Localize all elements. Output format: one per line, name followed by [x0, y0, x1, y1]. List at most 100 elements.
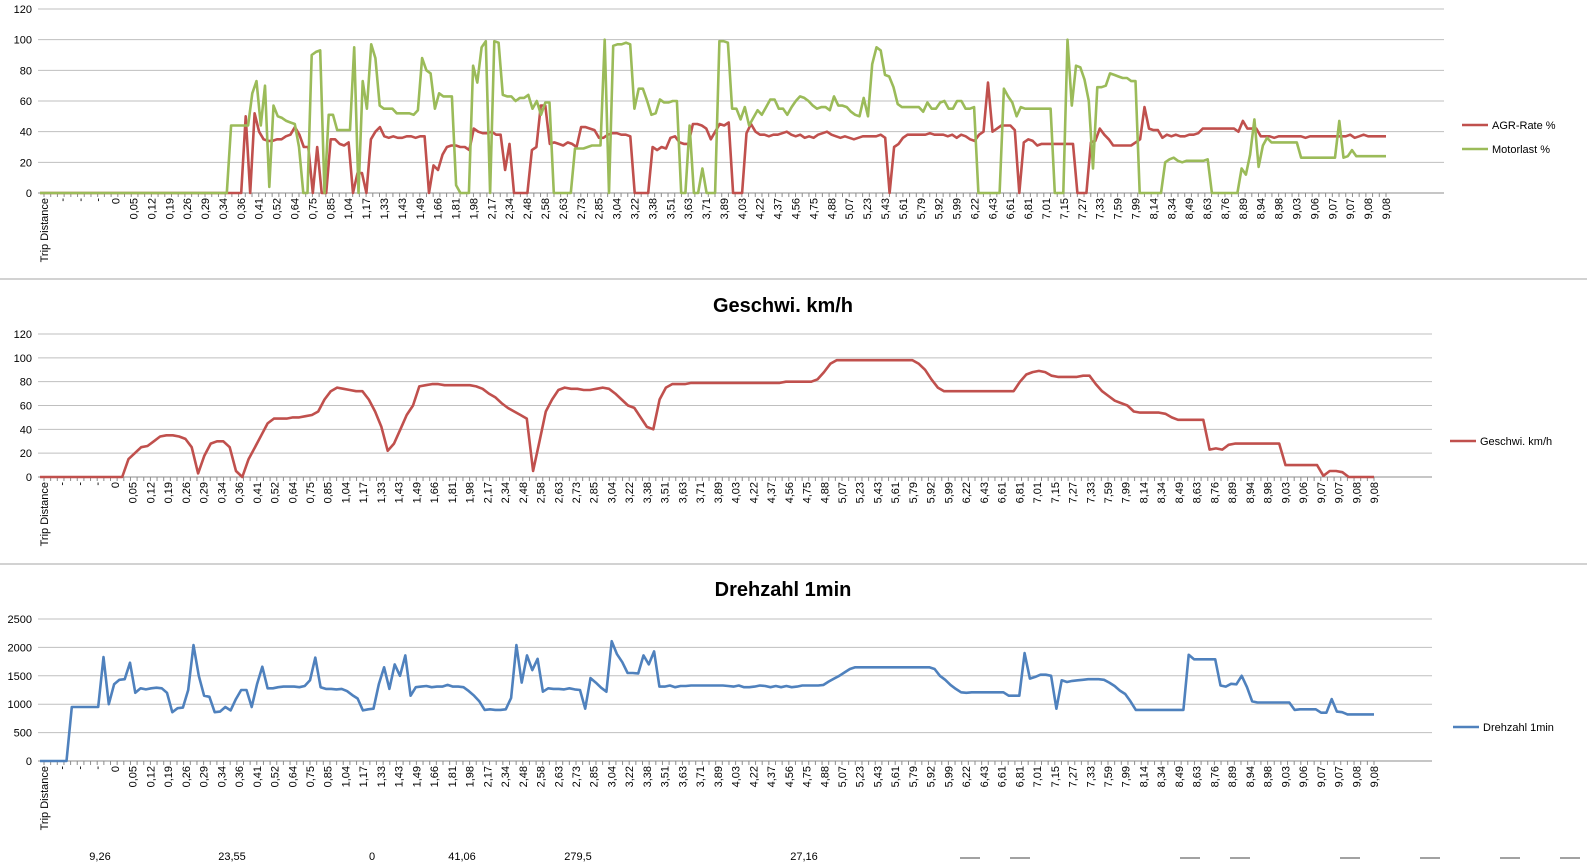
series-line-1	[40, 358, 1374, 479]
x-tick-label: 5,07	[837, 482, 849, 503]
x-tick-label: 8,98	[1263, 766, 1275, 787]
x-tick-label: 0,85	[323, 482, 335, 503]
x-tick-label: 0,05	[128, 482, 140, 503]
x-tick-label: 8,89	[1238, 198, 1250, 219]
x-tick-label: 6,81	[1014, 766, 1026, 787]
x-tick-label: 9,08	[1351, 766, 1363, 787]
x-tick-label: 2,48	[518, 766, 530, 787]
x-tick-label: 0,41	[252, 482, 264, 503]
x-tick-label: -	[75, 198, 87, 202]
x-tick-label: 2,34	[500, 482, 512, 503]
x-tick-label: 1,98	[465, 482, 477, 503]
x-axis-title-label: Trip Distance	[39, 482, 51, 546]
x-tick-label: 9,03	[1280, 482, 1292, 503]
x-tick-label: 0,29	[199, 766, 211, 787]
x-tick-label: 9,03	[1280, 766, 1292, 787]
x-tick-label: 1,49	[415, 198, 427, 219]
x-tick-label: 1,33	[379, 198, 391, 219]
x-tick-label: 4,22	[748, 482, 760, 503]
x-tick-label: -	[92, 766, 104, 770]
x-tick-label: 5,23	[855, 766, 867, 787]
x-tick-label: 8,14	[1148, 198, 1160, 219]
x-tick-label: 7,15	[1050, 766, 1062, 787]
x-tick-label: 6,81	[1023, 198, 1035, 219]
x-tick-label: 9,08	[1369, 482, 1381, 503]
x-tick-label: 0,85	[323, 766, 335, 787]
x-tick-label: 3,51	[660, 482, 672, 503]
series-line-1	[40, 639, 1374, 763]
x-tick-label: 9,08	[1369, 766, 1381, 787]
x-tick-label: 0,19	[164, 198, 176, 219]
x-tick-label: 9,07	[1334, 482, 1346, 503]
x-tick-label: 1,43	[394, 482, 406, 503]
x-tick-label: 0,29	[199, 482, 211, 503]
x-tick-label: 4,22	[748, 766, 760, 787]
x-tick-label: 5,61	[890, 482, 902, 503]
x-tick-label: 7,27	[1077, 198, 1089, 219]
x-tick-label: 3,63	[683, 198, 695, 219]
x-tick-label: 9,06	[1309, 198, 1321, 219]
x-tick-label: 3,22	[629, 198, 641, 219]
x-tick-label: 3,51	[665, 198, 677, 219]
x-tick-label: -	[57, 198, 69, 202]
legend-label: AGR-Rate %	[1492, 120, 1556, 132]
x-tick-label: 3,63	[677, 482, 689, 503]
chart-title: Geschwi. km/h	[713, 295, 853, 317]
x-tick-label: -	[74, 766, 86, 770]
y-tick-label: 2500	[8, 614, 32, 626]
x-tick-label: 5,92	[934, 198, 946, 219]
y-tick-label: 40	[20, 424, 32, 436]
x-tick-label: 5,99	[943, 482, 955, 503]
x-tick-label: 8,94	[1245, 766, 1257, 787]
x-tick-label: 6,22	[969, 198, 981, 219]
x-tick-label: 8,89	[1227, 766, 1239, 787]
x-tick-label: 0,52	[272, 198, 284, 219]
x-tick-label: 3,51	[660, 766, 672, 787]
x-tick-label: 8,63	[1192, 482, 1204, 503]
x-tick-label: 9,07	[1327, 198, 1339, 219]
legend-label: Geschwi. km/h	[1480, 436, 1552, 448]
x-tick-label: 3,38	[647, 198, 659, 219]
x-tick-label: 2,73	[576, 198, 588, 219]
x-tick-label: -	[74, 482, 86, 486]
x-tick-label: 6,43	[979, 482, 991, 503]
y-tick-label: 100	[14, 353, 32, 365]
x-tick-label: 0,12	[146, 198, 158, 219]
x-tick-label: 3,04	[612, 198, 624, 219]
x-tick-label: 4,88	[819, 766, 831, 787]
x-tick-label: 5,79	[908, 482, 920, 503]
y-tick-label: 500	[14, 728, 32, 740]
x-tick-label: 9,08	[1381, 198, 1393, 219]
x-tick-label: 8,49	[1184, 198, 1196, 219]
x-tick-label: 1,66	[429, 766, 441, 787]
x-tick-label: 2,17	[482, 482, 494, 503]
x-tick-label: 8,94	[1256, 198, 1268, 219]
x-tick-label: 0,75	[305, 766, 317, 787]
x-tick-label: 5,92	[926, 482, 938, 503]
x-tick-label: 1,17	[361, 198, 373, 219]
x-tick-label: 2,34	[500, 766, 512, 787]
x-tick-label: 7,15	[1059, 198, 1071, 219]
x-tick-label: 2,34	[504, 198, 516, 219]
x-tick-label: 7,99	[1121, 482, 1133, 503]
x-tick-label: 4,75	[802, 482, 814, 503]
x-tick-label: 8,14	[1138, 766, 1150, 787]
y-tick-label: 1500	[8, 671, 32, 683]
chart-2: Geschwi. km/h 0 20 40 60 80 100 120 Trip Distanc…	[0, 295, 1587, 565]
x-tick-label: 3,89	[719, 198, 731, 219]
bottom-fragment: 23,55	[218, 851, 246, 863]
x-tick-label: 0,75	[305, 482, 317, 503]
bottom-fragment: 9,26	[89, 851, 110, 863]
x-tick-label: 3,89	[713, 766, 725, 787]
x-tick-label: 8,63	[1202, 198, 1214, 219]
x-tick-label: 0,36	[236, 198, 248, 219]
x-tick-label: 0,34	[216, 766, 228, 787]
x-tick-label: 1,98	[468, 198, 480, 219]
x-tick-label: 9,07	[1345, 198, 1357, 219]
x-tick-label: 8,34	[1166, 198, 1178, 219]
x-tick-label: 2,17	[486, 198, 498, 219]
x-tick-label: 3,71	[701, 198, 713, 219]
x-tick-label: 3,22	[624, 766, 636, 787]
x-tick-label: 6,81	[1014, 482, 1026, 503]
x-tick-label: 0,29	[200, 198, 212, 219]
